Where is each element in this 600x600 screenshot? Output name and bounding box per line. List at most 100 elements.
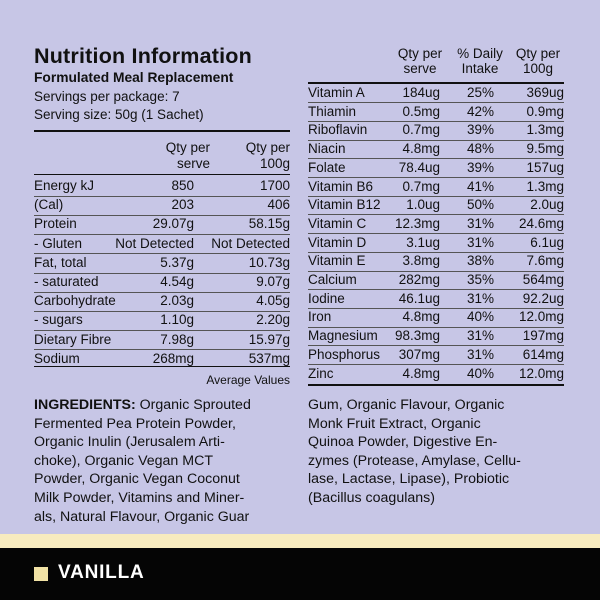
left-table-row: Carbohydrate 2.03g 4.05g [34, 293, 290, 312]
ingredients-heading: INGREDIENTS: [34, 397, 136, 413]
left-row-divider [34, 253, 290, 255]
qty-per-100g: 1700 [259, 178, 290, 193]
right-row-divider [308, 251, 564, 253]
right-table-row: Iodine 46.1ug 31% 92.2ug [308, 290, 564, 310]
left-col-100g-header-line1: Qty per [245, 140, 290, 155]
nutrient-label: Protein [34, 216, 77, 232]
qty-per-serve: 1.10g [160, 312, 194, 328]
nutrient-label: Vitamin C [308, 215, 367, 231]
ingredients-line: Organic Inulin (Jerusalem Arti- [34, 434, 225, 451]
left-table-row: (Cal) 203 406 [34, 197, 290, 216]
qty-per-serve: 184ug [402, 85, 440, 100]
nutrient-label: Iron [308, 309, 332, 325]
nutrient-label: Vitamin B6 [308, 178, 374, 194]
nutrient-label: (Cal) [34, 197, 64, 213]
qty-per-serve: 268mg [152, 350, 194, 366]
qty-per-serve: 98.3mg [394, 328, 440, 344]
left-table-row: - Gluten Not Detected Not Detected [34, 236, 290, 255]
ingredients-line: choke), Organic Vegan MCT [34, 452, 213, 469]
nutrient-label: Iodine [308, 290, 345, 306]
qty-per-serve: 1.0ug [406, 197, 440, 213]
daily-intake-percent: 40% [466, 365, 494, 381]
nutrient-label: Phosphorus [308, 346, 381, 362]
nutrient-label: Thiamin [308, 103, 357, 119]
qty-per-serve: 4.8mg [402, 365, 440, 381]
left-table-row: Energy kJ 850 1700 [34, 178, 290, 197]
left-row-divider [34, 349, 290, 351]
right-table-row: Vitamin E 3.8mg 38% 7.6mg [308, 252, 564, 272]
qty-per-100g: 6.1ug [530, 234, 564, 250]
qty-per-100g: 2.0ug [530, 197, 564, 213]
qty-per-100g: 537mg [248, 350, 290, 366]
daily-intake-percent: 31% [466, 328, 494, 344]
right-table-row: Vitamin D 3.1ug 31% 6.1ug [308, 234, 564, 254]
right-table-row: Vitamin B6 0.7mg 41% 1.3mg [308, 178, 564, 198]
right-row-divider [308, 233, 564, 235]
qty-per-100g: 12.0mg [518, 309, 564, 325]
left-col-serve-header-line1: Qty per [165, 140, 210, 155]
right-col-serve-header: Qty per serve [390, 46, 450, 76]
left-header-rule [34, 174, 290, 175]
daily-intake-percent: 35% [466, 272, 494, 287]
right-col-di-header-line2: Intake [461, 61, 499, 76]
panel-title: Nutrition Information [34, 44, 252, 68]
nutrient-label: Vitamin D [308, 234, 367, 250]
right-row-divider [308, 326, 564, 328]
right-table-row: Magnesium 98.3mg 31% 197mg [308, 327, 564, 347]
left-row-divider [34, 272, 290, 274]
nutrient-label: - saturated [34, 274, 99, 289]
nutrient-label: Zinc [308, 365, 334, 381]
ingredients-line: Organic Sprouted [135, 397, 251, 413]
daily-intake-percent: 42% [466, 103, 494, 119]
qty-per-100g: 1.3mg [526, 178, 564, 194]
nutrient-label: Magnesium [308, 328, 378, 344]
ingredients-line: Monk Fruit Extract, Organic [308, 415, 481, 432]
ingredients-line: Powder, Organic Vegan Coconut [34, 471, 240, 488]
qty-per-serve: 0.5mg [402, 103, 440, 119]
daily-intake-percent: 39% [466, 159, 494, 175]
right-row-divider [308, 120, 564, 122]
qty-per-serve: Not Detected [115, 235, 194, 251]
nutrient-label: Vitamin A [308, 85, 365, 100]
left-row-divider [34, 234, 290, 236]
left-table-row: - saturated 4.54g 9.07g [34, 274, 290, 293]
ingredients-line: zymes (Protease, Amylase, Cellu- [308, 452, 521, 469]
right-row-divider [308, 307, 564, 309]
left-row-divider [34, 330, 290, 332]
nutrient-label: Energy kJ [34, 178, 95, 193]
right-row-divider [308, 289, 564, 291]
qty-per-100g: 0.9mg [526, 103, 564, 119]
qty-per-100g: Not Detected [211, 235, 290, 251]
daily-intake-percent: 39% [466, 122, 494, 138]
daily-intake-percent: 31% [466, 346, 494, 362]
ingredients-right-column: Gum, Organic Flavour, Organic Monk Fruit… [308, 396, 568, 508]
right-table-row: Iron 4.8mg 40% 12.0mg [308, 308, 564, 328]
ingredients-left-column: INGREDIENTS: Organic Sprouted Fermented … [34, 396, 294, 526]
qty-per-100g: 1.3mg [526, 122, 564, 138]
nutrient-label: - sugars [34, 312, 83, 328]
qty-per-100g: 406 [267, 197, 290, 213]
qty-per-100g: 369ug [526, 85, 564, 100]
qty-per-serve: 29.07g [152, 216, 194, 232]
right-row-divider [308, 364, 564, 365]
nutrient-label: Fat, total [34, 254, 87, 270]
right-row-divider [308, 270, 564, 272]
right-col-di-header-line1: % Daily [457, 46, 503, 61]
ingredients-line: (Bacillus coagulans) [308, 489, 435, 506]
right-row-divider [308, 177, 564, 178]
qty-per-100g: 197mg [522, 328, 564, 344]
daily-intake-percent: 50% [466, 197, 494, 213]
right-table-row: Vitamin C 12.3mg 31% 24.6mg [308, 215, 564, 235]
qty-per-serve: 0.7mg [402, 178, 440, 194]
qty-per-100g: 15.97g [248, 331, 290, 347]
average-values-note: Average Values [206, 373, 290, 387]
qty-per-100g: 58.15g [248, 216, 290, 232]
flavour-square-icon [34, 567, 48, 581]
left-row-divider [34, 291, 290, 293]
qty-per-serve: 4.54g [160, 274, 194, 289]
footer-accent-band [0, 534, 600, 548]
right-col-di-header: % Daily Intake [450, 46, 510, 76]
right-table-row: Thiamin 0.5mg 42% 0.9mg [308, 103, 564, 123]
left-table-row: Dietary Fibre 7.98g 15.97g [34, 332, 290, 351]
nutrient-label: - Gluten [34, 235, 83, 251]
